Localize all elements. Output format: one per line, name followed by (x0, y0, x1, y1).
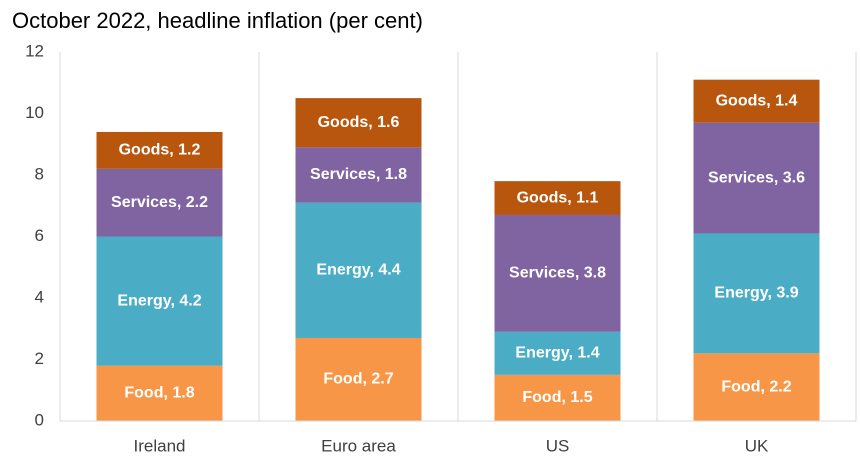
y-tick-label: 12 (25, 41, 44, 60)
data-label: Food, 1.5 (522, 389, 592, 406)
y-tick-label: 6 (35, 226, 44, 245)
data-label: Energy, 3.9 (714, 285, 798, 302)
x-tick-label: Euro area (321, 436, 396, 455)
data-label: Food, 2.2 (721, 378, 791, 395)
x-tick-label: US (546, 436, 570, 455)
data-label: Services, 3.8 (509, 265, 606, 282)
x-tick-label: Ireland (134, 436, 186, 455)
bar-segment (96, 168, 223, 237)
data-label: Goods, 1.2 (119, 142, 201, 159)
bar-segment (693, 79, 820, 123)
bar-segment (295, 98, 422, 148)
data-label: Energy, 4.4 (316, 262, 400, 279)
data-label: Energy, 4.2 (117, 292, 201, 309)
y-tick-label: 2 (35, 349, 44, 368)
bar-segment (96, 131, 223, 169)
bar-segment (96, 236, 223, 366)
x-tick-label: UK (745, 436, 769, 455)
bar-segment (96, 365, 223, 421)
bar-segment (494, 331, 621, 375)
bar-segment (494, 374, 621, 421)
data-label: Food, 2.7 (323, 371, 393, 388)
y-tick-label: 0 (35, 410, 44, 429)
y-tick-label: 8 (35, 164, 44, 183)
bar-segment (494, 181, 621, 215)
chart-title: October 2022, headline inflation (per ce… (12, 8, 423, 33)
data-label: Services, 2.2 (111, 194, 208, 211)
bar-segment (693, 233, 820, 354)
data-label: Goods, 1.6 (318, 114, 400, 131)
data-label: Goods, 1.1 (517, 189, 599, 206)
data-label: Energy, 1.4 (515, 345, 599, 362)
bar-segment (295, 337, 422, 421)
data-label: Services, 1.8 (310, 166, 407, 183)
bar-segment (295, 202, 422, 338)
y-tick-label: 4 (35, 287, 44, 306)
bar-segment (494, 214, 621, 332)
data-label: Food, 1.8 (124, 385, 194, 402)
data-label: Goods, 1.4 (716, 92, 798, 109)
data-label: Services, 3.6 (708, 169, 805, 186)
y-tick-label: 10 (25, 103, 44, 122)
bar-segment (295, 147, 422, 203)
bar-segment (693, 353, 820, 421)
bar-segment (693, 122, 820, 234)
